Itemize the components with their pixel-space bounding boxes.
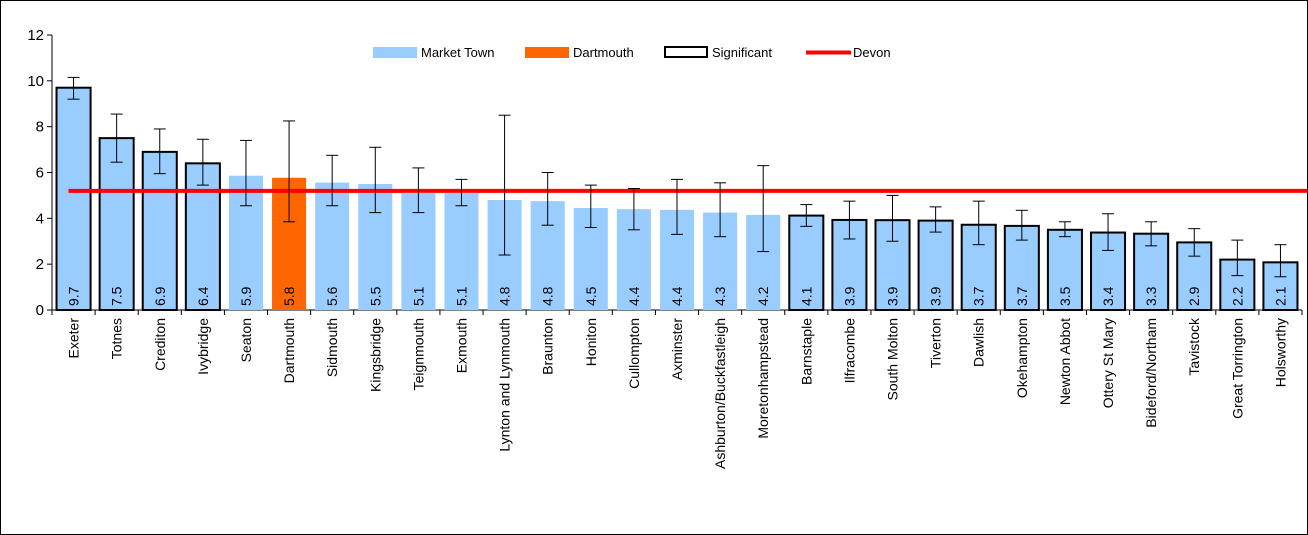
data-label: 4.4: [669, 286, 685, 306]
y-tick-label: 0: [36, 302, 44, 319]
legend-label-dartmouth: Dartmouth: [573, 45, 634, 60]
data-label: 3.9: [928, 286, 944, 306]
category-label: Holsworthy: [1272, 318, 1288, 387]
data-label: 3.9: [841, 286, 857, 306]
legend-swatch-significant: [664, 46, 708, 58]
category-label: Seaton: [238, 318, 254, 362]
y-tick-label: 10: [27, 73, 44, 90]
category-label: Okehampton: [1014, 318, 1030, 398]
category-label: Bideford/Northam: [1143, 318, 1159, 428]
category-label: Dawlish: [971, 318, 987, 367]
legend-label-market-town: Market Town: [421, 45, 494, 60]
data-label: 2.1: [1272, 286, 1288, 306]
legend-swatch-market-town: [373, 47, 417, 58]
bar: [444, 193, 479, 310]
y-tick-label: 12: [27, 27, 44, 44]
data-label: 4.1: [798, 286, 814, 306]
category-label: Ilfracombe: [841, 318, 857, 384]
data-label: 3.5: [1057, 286, 1073, 306]
bar: [917, 219, 954, 311]
data-label: 7.5: [109, 286, 125, 306]
category-label: Barnstaple: [798, 318, 814, 385]
category-label: Exmouth: [453, 318, 469, 373]
category-label: Lynton and Lynmouth: [497, 318, 513, 452]
data-label: 5.1: [453, 286, 469, 306]
data-label: 3.3: [1143, 286, 1159, 306]
error-bars: [67, 76, 1287, 278]
y-tick-label: 4: [36, 210, 44, 227]
category-label: Ashburton/Buckfastleigh: [712, 318, 728, 469]
bar: [98, 137, 135, 311]
data-label: 4.3: [712, 286, 728, 306]
category-label: Exeter: [66, 318, 82, 359]
category-label: Axminster: [669, 318, 685, 381]
y-tick-label: 8: [36, 119, 44, 136]
data-label: 6.4: [195, 286, 211, 306]
data-label: 5.1: [410, 286, 426, 306]
category-label: Newton Abbot: [1057, 318, 1073, 405]
data-label: 6.9: [152, 286, 168, 306]
data-label: 5.9: [238, 286, 254, 306]
category-label: Tavistock: [1186, 317, 1202, 376]
data-label: 3.9: [885, 286, 901, 306]
bar: [55, 86, 92, 312]
category-label: Great Torrington: [1229, 318, 1245, 419]
category-label: Kingsbridge: [367, 318, 383, 392]
y-tick-label: 6: [36, 165, 44, 182]
category-label: Dartmouth: [281, 318, 297, 383]
labels: Exeter Totnes Crediton Ivybridge Seaton Dartm…: [66, 286, 1289, 469]
data-label: 4.4: [626, 286, 642, 306]
category-label: Honiton: [583, 318, 599, 366]
bar: [141, 150, 178, 311]
data-label: 4.8: [497, 286, 513, 306]
data-label: 5.6: [324, 286, 340, 306]
data-label: 4.2: [755, 286, 771, 306]
legend: Market Town Dartmouth Significant Devon: [373, 45, 891, 60]
category-label: Moretonhampstead: [755, 318, 771, 439]
legend-swatch-dartmouth: [525, 47, 569, 58]
category-label: Ivybridge: [195, 318, 211, 375]
category-label: Tiverton: [928, 318, 944, 368]
y-tick-label: 2: [36, 256, 44, 273]
category-label: Crediton: [152, 318, 168, 371]
category-label: Ottery St Mary: [1100, 318, 1116, 408]
data-label: 2.2: [1229, 286, 1245, 306]
legend-label-devon: Devon: [853, 45, 891, 60]
data-label: 9.7: [66, 286, 82, 306]
data-label: 4.8: [540, 286, 556, 306]
data-label: 5.5: [367, 286, 383, 306]
data-label: 3.7: [971, 286, 987, 306]
category-label: South Molton: [885, 318, 901, 401]
category-label: Teignmouth: [410, 318, 426, 390]
category-label: Cullompton: [626, 318, 642, 389]
category-label: Braunton: [540, 318, 556, 375]
data-label: 5.8: [281, 286, 297, 306]
data-label: 3.4: [1100, 286, 1116, 306]
data-label: 2.9: [1186, 286, 1202, 306]
data-label: 4.5: [583, 286, 599, 306]
bar: [184, 162, 221, 311]
legend-label-significant: Significant: [712, 45, 772, 60]
data-label: 3.7: [1014, 286, 1030, 306]
category-label: Totnes: [109, 318, 125, 359]
category-label: Sidmouth: [324, 318, 340, 377]
